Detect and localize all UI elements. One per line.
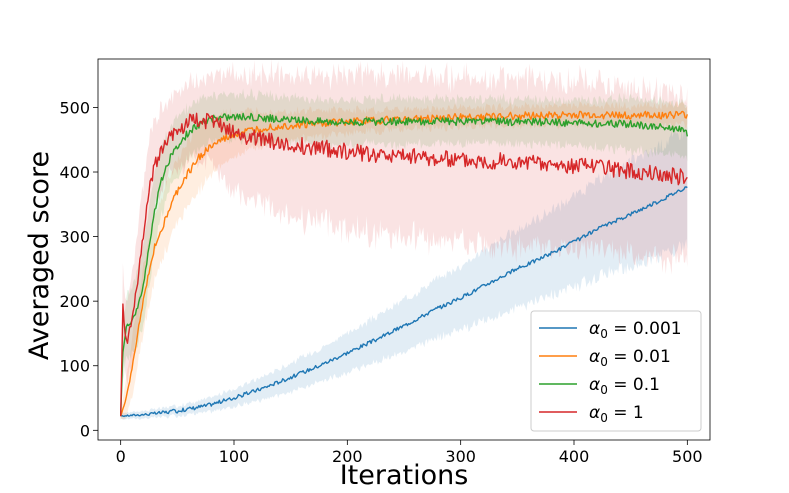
line-series-0 — [120, 186, 688, 418]
y-tick-label: 400 — [59, 163, 90, 182]
series-lines — [120, 110, 688, 418]
x-tick-label: 200 — [332, 447, 363, 466]
plot-frame — [97, 58, 711, 441]
y-tick-label: 300 — [59, 228, 90, 247]
band-series-3 — [120, 59, 688, 420]
line-series-3 — [120, 112, 688, 417]
legend-entry-0: α0 = 0.001 — [589, 319, 682, 341]
y-axis-label: Averaged score — [24, 151, 55, 360]
y-tick-label: 0 — [80, 421, 90, 440]
legend-box — [530, 310, 702, 432]
x-axis: 0 100 200 300 400 500 — [116, 440, 703, 466]
y-tick-label: 500 — [59, 98, 90, 117]
line-series-2 — [120, 112, 688, 417]
x-tick-label: 400 — [559, 447, 590, 466]
x-tick-label: 0 — [116, 447, 126, 466]
legend-entry-3: α0 = 1 — [589, 403, 644, 425]
legend-entry-2: α0 = 0.1 — [589, 375, 660, 397]
legend: α0 = 0.001 α0 = 0.01 α0 = 0.1 α0 = 1 — [530, 310, 702, 432]
x-tick-label: 500 — [672, 447, 703, 466]
legend-entry-1: α0 = 0.01 — [589, 347, 671, 369]
x-tick-label: 300 — [445, 447, 476, 466]
line-series-1 — [120, 110, 688, 417]
y-tick-label: 100 — [59, 357, 90, 376]
y-tick-label: 200 — [59, 292, 90, 311]
band-series-0 — [120, 126, 688, 420]
x-axis-label: Iterations — [340, 460, 469, 491]
x-tick-label: 100 — [219, 447, 250, 466]
y-axis: 0 100 200 300 400 500 — [59, 98, 98, 440]
